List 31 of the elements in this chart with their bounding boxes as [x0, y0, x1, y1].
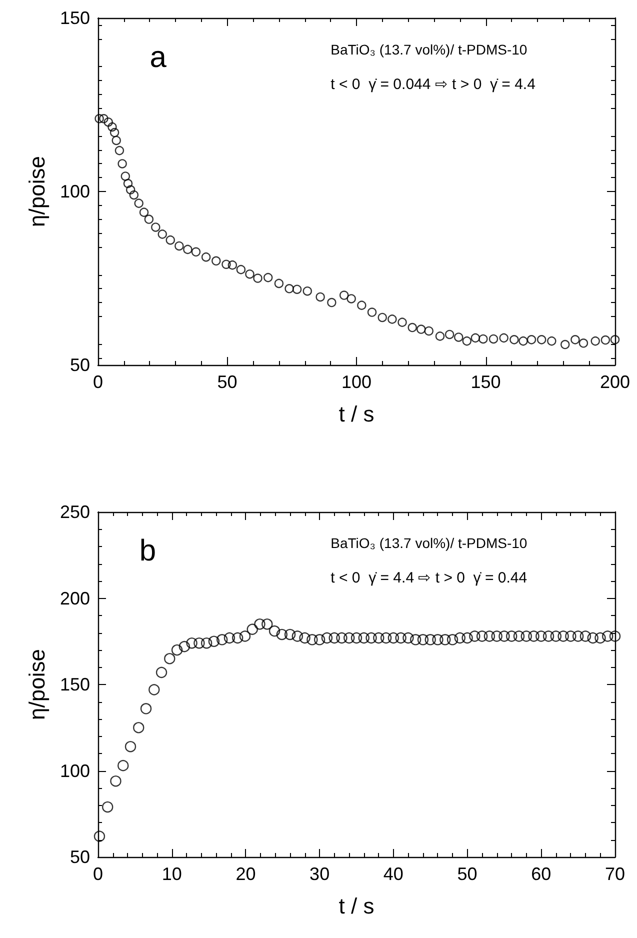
y-axis-title: η/poise — [24, 649, 50, 720]
x-tick-label: 200 — [600, 372, 630, 392]
x-tick-label: 100 — [341, 372, 372, 392]
x-tick-label: 50 — [217, 372, 238, 392]
annotation: t < 0 γ̇ = 4.4 ⇨ t > 0 γ̇ = 0.44 — [330, 570, 528, 587]
y-tick-label: 50 — [70, 847, 90, 867]
x-tick-label: 40 — [383, 864, 404, 884]
x-tick-label: 20 — [236, 864, 256, 884]
y-tick-label: 50 — [70, 355, 90, 375]
x-tick-label: 50 — [457, 864, 478, 884]
y-tick-label: 100 — [60, 182, 90, 202]
annotation: t < 0 γ̇ = 0.044 ⇨ t > 0 γ̇ = 4.4 — [330, 76, 536, 93]
x-tick-label: 150 — [470, 372, 501, 392]
y-tick-label: 150 — [60, 674, 90, 694]
x-tick-label: 60 — [531, 864, 552, 884]
annotation: BaTiO₃ (13.7 vol%)/ t-PDMS-10 — [330, 41, 528, 58]
y-tick-label: 100 — [60, 760, 90, 781]
y-axis-title: η/poise — [24, 156, 50, 227]
annotation: b — [139, 534, 156, 568]
x-tick-label: 30 — [310, 864, 330, 884]
x-tick-label: 70 — [604, 864, 626, 884]
x-axis-title: t / s — [338, 894, 374, 918]
x-tick-label: 0 — [92, 864, 104, 884]
annotation: BaTiO₃ (13.7 vol%)/ t-PDMS-10 — [330, 535, 528, 552]
x-axis-title: t / s — [338, 402, 374, 426]
y-tick-label: 250 — [60, 502, 90, 522]
x-tick-label: 0 — [92, 372, 104, 392]
y-tick-label: 150 — [60, 8, 90, 28]
x-tick-label: 10 — [162, 864, 182, 884]
annotation: a — [150, 40, 167, 74]
y-tick-label: 200 — [60, 588, 90, 608]
